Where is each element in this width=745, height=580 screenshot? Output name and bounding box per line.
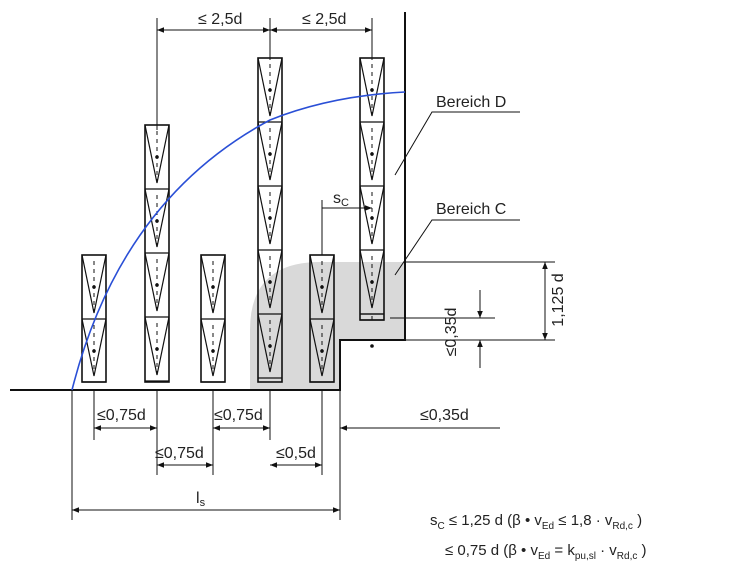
bottom-label-075-a: ≤0,75d <box>97 407 146 424</box>
control-perimeter-curve <box>71 91 406 391</box>
stirrup-element <box>144 124 170 383</box>
slab-line <box>10 12 406 391</box>
formula-line-2: ≤ 0,75 d (β • vEd = kpu,sl · vRd,c ) <box>445 542 647 562</box>
sc-label: sC <box>333 190 349 209</box>
formula-line-1: sC ≤ 1,25 d (β • vEd ≤ 1,8 · vRd,c ) <box>430 512 643 532</box>
vertical-1125d-label: 1,125 d <box>550 273 567 326</box>
sc-dimension <box>321 200 372 255</box>
bereich-d-label: Bereich D <box>436 94 506 111</box>
bereich-c-leader <box>394 219 520 276</box>
bottom-label-05: ≤0,5d <box>276 445 316 462</box>
bereich-c-shaded-area <box>250 262 405 390</box>
ls-label: ls <box>196 490 206 509</box>
right-dimensions <box>390 261 555 368</box>
bottom-label-035: ≤0,35d <box>420 407 469 424</box>
stirrup-element <box>309 254 335 383</box>
top-dimension-label-1: ≤ 2,5d <box>198 11 242 28</box>
top-dimension-label-2: ≤ 2,5d <box>302 11 346 28</box>
bereich-d-leader <box>394 111 520 176</box>
vertical-035d-label: ≤0,35d <box>443 308 460 357</box>
stirrup-element <box>200 254 226 383</box>
bottom-label-075-c: ≤0,75d <box>155 445 204 462</box>
top-dimensions <box>156 18 373 130</box>
bereich-c-label: Bereich C <box>436 201 506 218</box>
bottom-label-075-b: ≤0,75d <box>214 407 263 424</box>
bottom-dimensions <box>71 390 500 520</box>
stirrup-element <box>81 254 107 383</box>
